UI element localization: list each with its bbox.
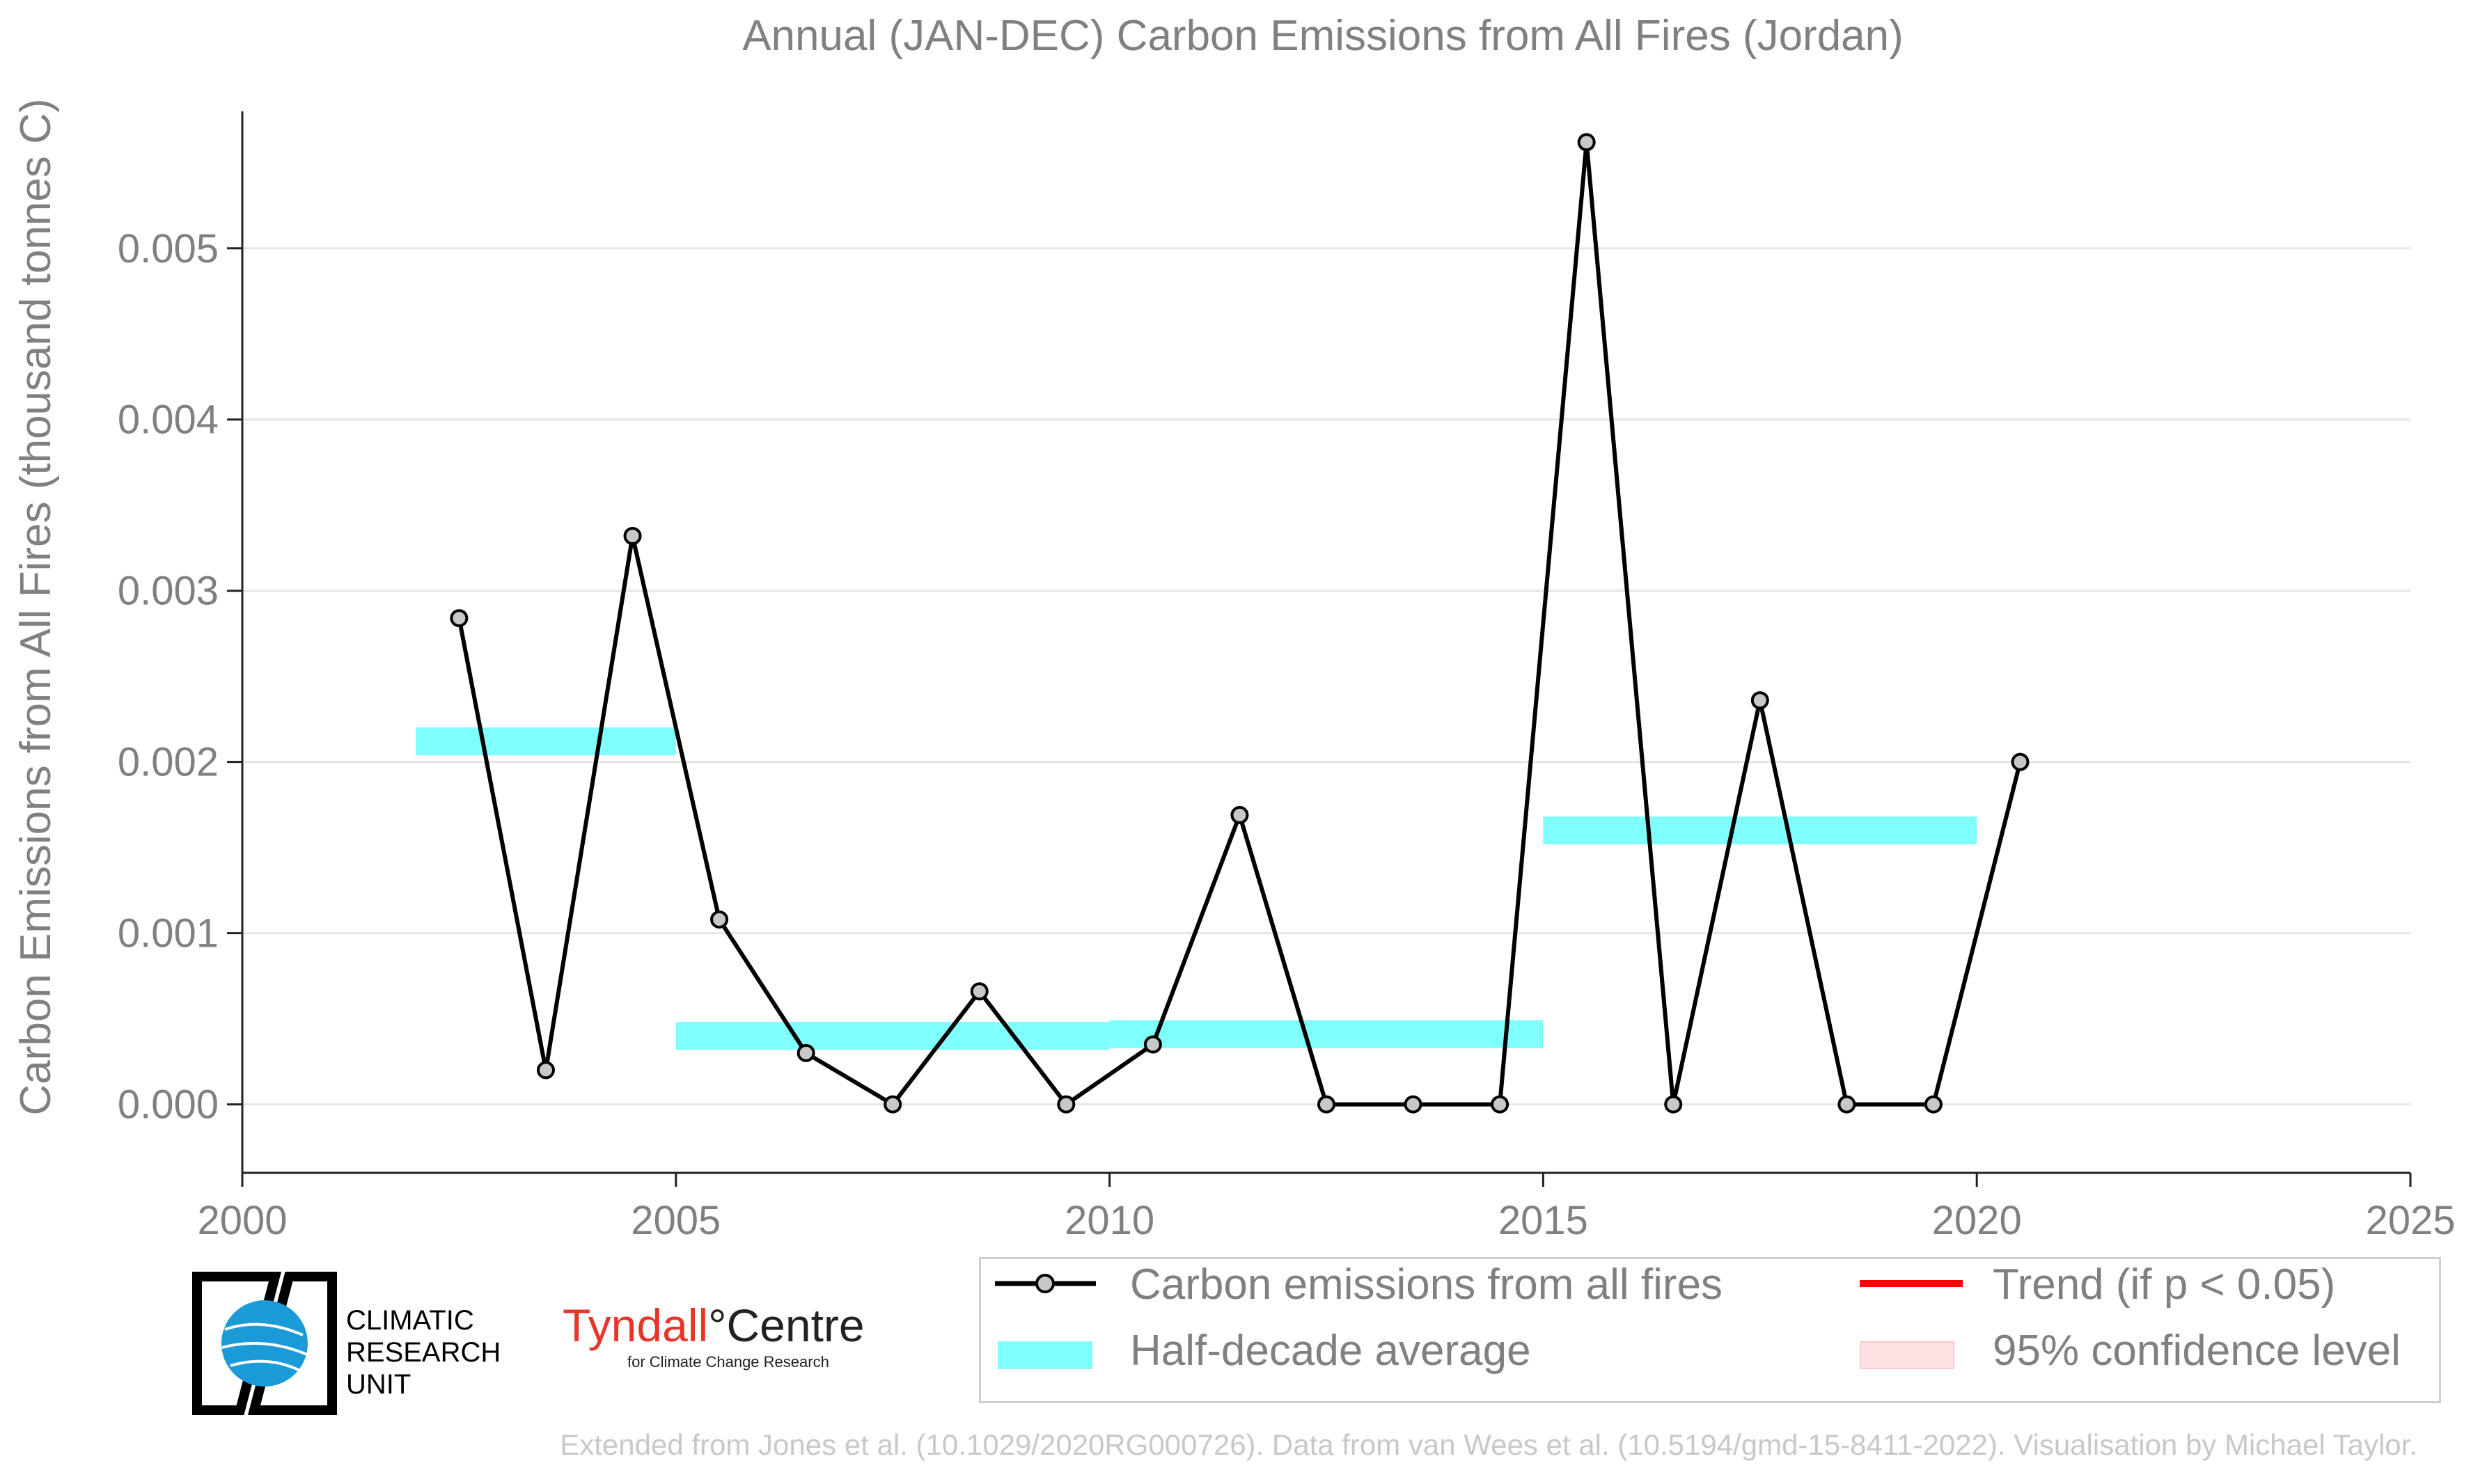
y-tick-label: 0.005: [118, 226, 219, 271]
series-line: [450, 133, 2030, 1114]
data-point: [1317, 1095, 1335, 1114]
cru-logo-text: CLIMATIC RESEARCH UNIT: [346, 1304, 501, 1400]
tyndall-logo-b: °Centre: [708, 1300, 865, 1351]
cru-line-1: CLIMATIC: [346, 1305, 474, 1336]
x-tick-label: 2000: [197, 1198, 287, 1243]
grid-lines: [242, 247, 2410, 1106]
legend-swatch-confidence: [1860, 1341, 1954, 1369]
tyndall-logo-a: Tyndall: [563, 1300, 709, 1351]
data-point: [2011, 752, 2030, 771]
data-point: [536, 1061, 555, 1080]
logos: CLIMATIC RESEARCH UNIT Tyndall°Centre fo…: [191, 1271, 888, 1417]
legend-label-confidence: 95% confidence level: [1993, 1327, 2401, 1375]
legend-swatch-trend: [1860, 1280, 1963, 1287]
cru-line-2: RESEARCH: [346, 1337, 501, 1368]
data-point: [1837, 1095, 1856, 1114]
chart-title: Annual (JAN-DEC) Carbon Emissions from A…: [742, 12, 1904, 60]
data-point: [797, 1043, 815, 1062]
half-decade-bars: [416, 727, 1977, 1050]
legend-swatch-series: [995, 1274, 1096, 1293]
data-point: [1924, 1095, 1943, 1114]
data-point: [1664, 1095, 1683, 1114]
tyndall-logo: Tyndall°Centre: [563, 1299, 865, 1352]
x-tick-label: 2015: [1498, 1198, 1588, 1243]
y-tick-label: 0.002: [118, 740, 219, 785]
data-point: [1230, 805, 1249, 824]
half-decade-bar: [1109, 1020, 1544, 1048]
data-point: [1143, 1035, 1162, 1054]
legend-label-trend: Trend (if p < 0.05): [1993, 1261, 2336, 1309]
y-tick-label: 0.001: [118, 911, 219, 956]
data-point: [1404, 1095, 1422, 1114]
chart: Annual (JAN-DEC) Carbon Emissions from A…: [12, 12, 2456, 1243]
legend-swatch-half-decade: [998, 1341, 1092, 1369]
data-point: [970, 982, 989, 1001]
y-axis-label: Carbon Emissions from All Fires (thousan…: [12, 98, 60, 1115]
x-tick-label: 2005: [631, 1198, 721, 1243]
data-point: [1491, 1095, 1509, 1114]
x-tick-label: 2020: [1932, 1198, 2022, 1243]
tick-labels: 0.000 0.001 0.002 0.003 0.004 0.005 2000 2005 20…: [118, 226, 2456, 1243]
data-point: [1057, 1095, 1076, 1114]
half-decade-bar: [1543, 816, 1977, 845]
y-tick-label: 0.000: [118, 1082, 219, 1128]
tyndall-subtitle: for Climate Change Research: [627, 1353, 829, 1371]
data-point: [450, 609, 469, 628]
legend: Carbon emissions from all fires Half-dec…: [979, 1257, 2441, 1403]
data-point: [623, 527, 642, 545]
series-polyline: [457, 140, 2023, 1107]
cru-logo-icon: [192, 1272, 337, 1415]
x-tick-label: 2025: [2365, 1198, 2455, 1243]
half-decade-bar: [675, 1022, 1110, 1050]
legend-label-half-decade: Half-decade average: [1130, 1327, 1531, 1375]
y-tick-label: 0.004: [118, 397, 219, 443]
credit-text: Extended from Jones et al. (10.1029/2020…: [560, 1428, 2417, 1461]
data-point: [1577, 133, 1596, 152]
data-point: [710, 910, 729, 929]
legend-label-series: Carbon emissions from all fires: [1130, 1261, 1723, 1309]
y-tick-label: 0.003: [118, 569, 219, 614]
axes: [227, 111, 2412, 1187]
cru-line-3: UNIT: [346, 1369, 411, 1400]
data-point: [884, 1095, 902, 1114]
data-point: [1750, 691, 1769, 710]
half-decade-bar: [416, 727, 676, 756]
x-tick-label: 2010: [1065, 1198, 1154, 1243]
